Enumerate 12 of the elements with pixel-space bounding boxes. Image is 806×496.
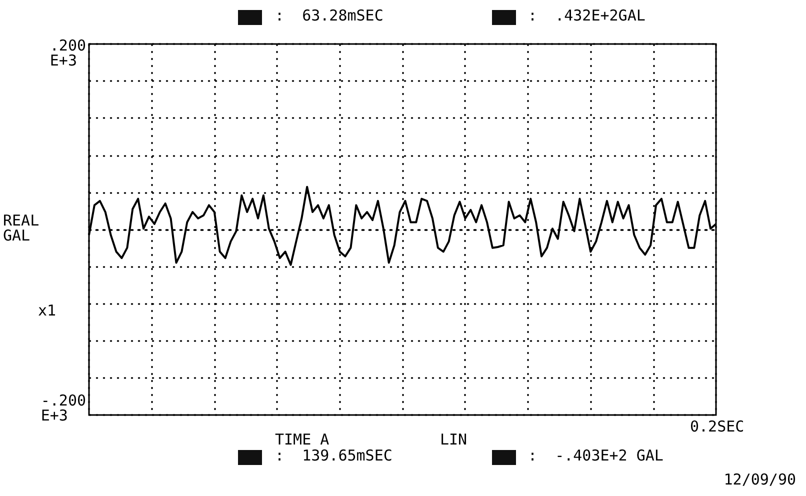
text: LIN [440,430,468,448]
text: : .432E+2GAL [528,6,646,24]
text: : -.403E+2 GAL [528,446,664,464]
text: .200 E+3 [50,36,86,70]
y-axis-title: REAL GAL [3,212,40,244]
text: TIME A [275,430,330,448]
text: 12/09/90 [724,470,796,488]
text: 0.2SEC [690,418,744,436]
text: -.200 E+3 [40,392,86,424]
text: : 63.28mSEC [275,6,384,24]
text: x1 [38,302,56,320]
text: : 139.65mSEC [275,446,392,464]
